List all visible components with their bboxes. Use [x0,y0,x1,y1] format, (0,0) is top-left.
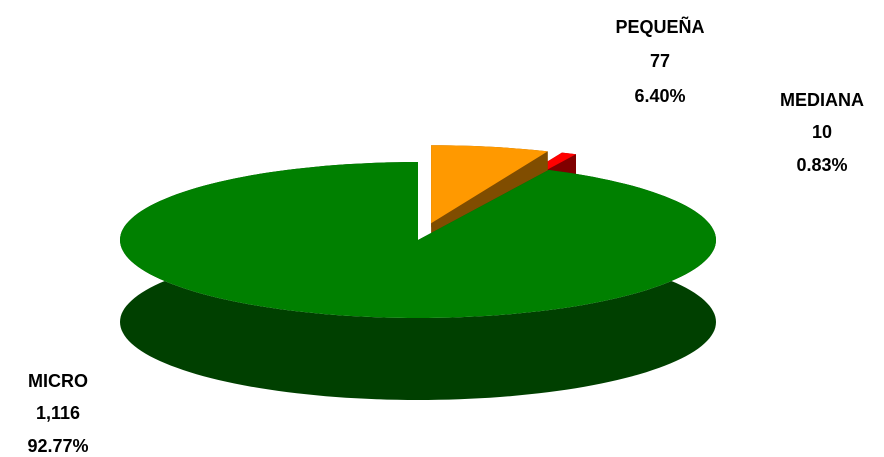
pie [120,145,716,400]
slice [120,162,716,400]
label-pequena: PEQUEÑA 77 6.40% [615,16,704,106]
category-label: MEDIANA [780,90,864,110]
slice-top [431,145,548,224]
value-label: 77 [650,51,670,71]
value-label: 10 [812,122,832,142]
percentage-label: 0.83% [796,155,847,175]
category-label: PEQUEÑA [615,16,704,37]
label-micro: MICRO 1,116 92.77% [27,371,88,456]
percentage-label: 92.77% [27,436,88,456]
label-mediana: MEDIANA 10 0.83% [780,90,864,175]
percentage-label: 6.40% [634,86,685,106]
value-label: 1,116 [36,403,80,423]
slice-top [120,162,716,318]
category-label: MICRO [28,371,88,391]
